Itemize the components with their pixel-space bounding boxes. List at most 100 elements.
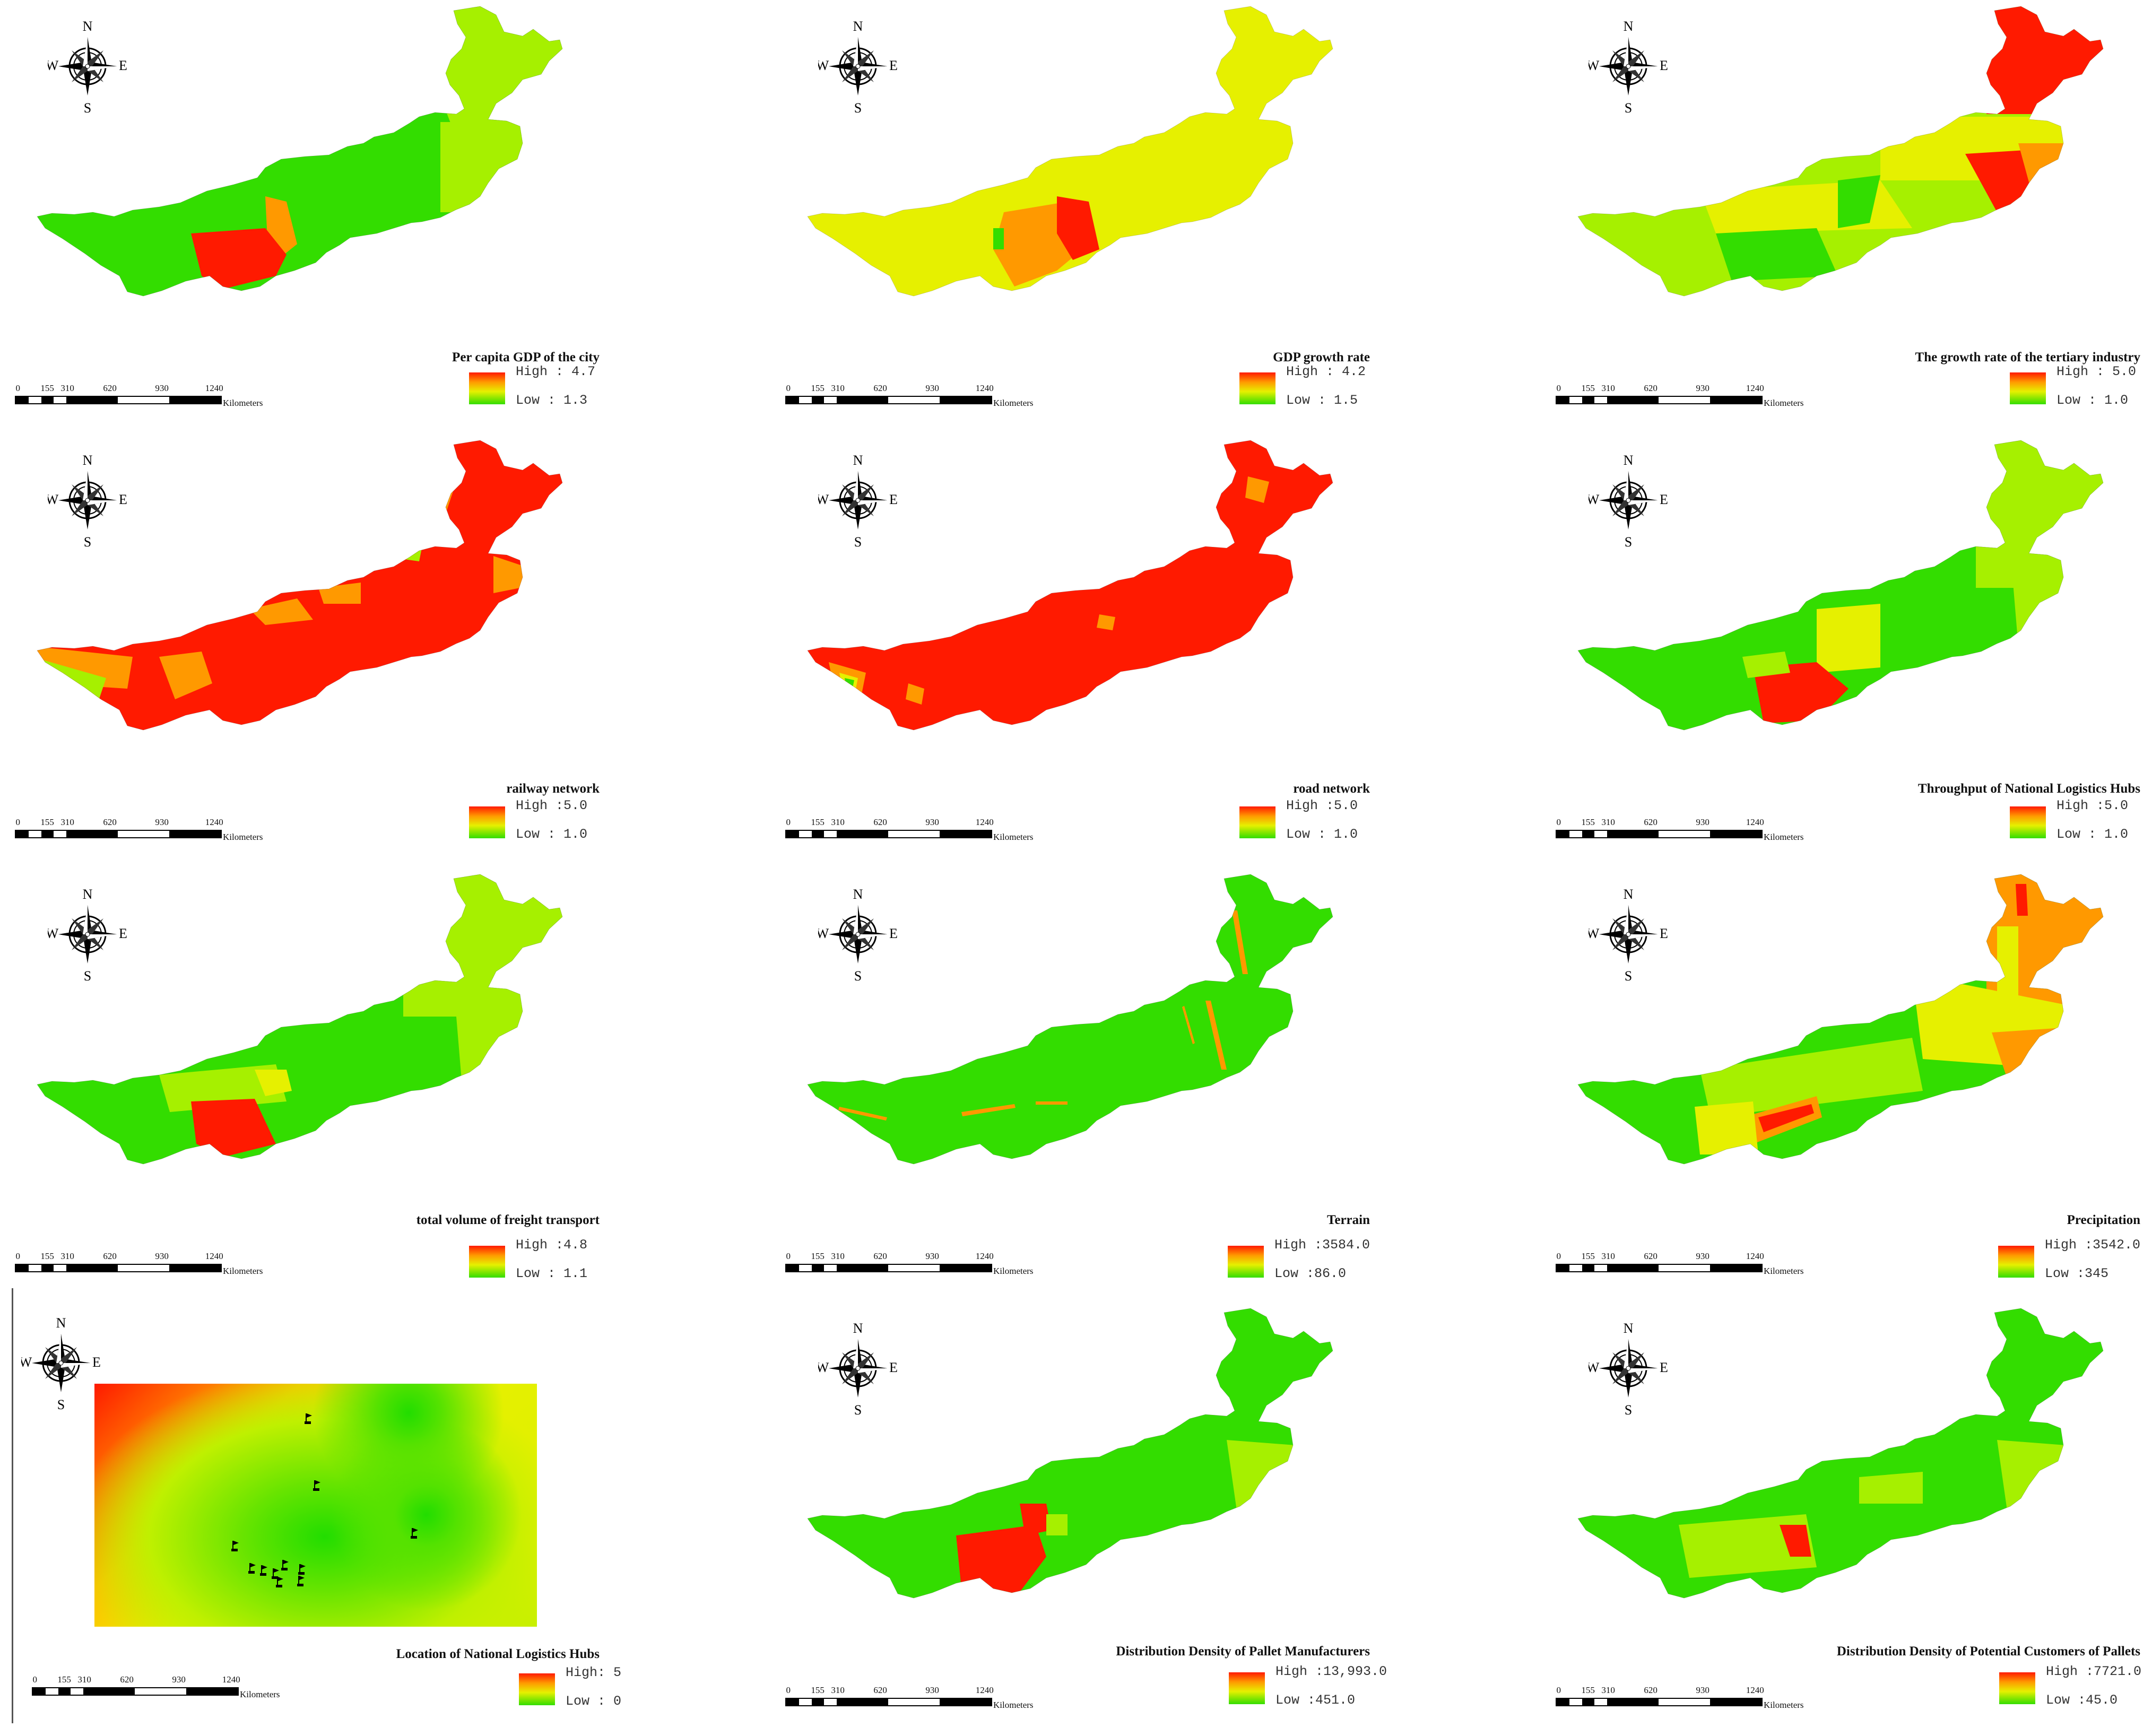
legend-color-ramp	[1999, 1672, 2035, 1704]
scale-tick-label: 310	[1601, 817, 1615, 828]
scale-bar: 0 155 310 620 930 1240 Kilometers	[785, 383, 1029, 415]
scale-tick-label: 930	[172, 1674, 186, 1685]
map-title: road network	[1293, 782, 1370, 796]
map-region	[956, 1525, 1046, 1599]
scale-tick-label: 0	[1556, 1251, 1561, 1262]
hub-flag-icon	[411, 1527, 420, 1539]
scale-tick-label: 620	[1644, 1251, 1658, 1262]
scale-unit: Kilometers	[240, 1689, 280, 1700]
scale-ticks: 0 155 310 620 930 1240	[1556, 817, 1800, 828]
choropleth-map	[0, 434, 584, 742]
legend-low-label: Low : 1.0	[2056, 827, 2128, 842]
legend-low-label: Low : 1.0	[516, 827, 587, 842]
scale-tick-label: 930	[155, 1251, 169, 1262]
legend-high-label: High : 4.2	[1286, 364, 1366, 379]
map-region	[382, 524, 424, 561]
scale-tick-label: 0	[786, 383, 791, 394]
scale-bar-segments	[1556, 1698, 1763, 1706]
scale-tick-label: 0	[1556, 383, 1561, 394]
scale-tick-label: 155	[1581, 1251, 1595, 1262]
scale-bar-segments	[785, 396, 992, 404]
scale-bar: 0 155 310 620 930 1240 Kilometers	[1556, 817, 1800, 849]
legend-color-ramp	[1228, 1246, 1264, 1278]
choropleth-map	[770, 434, 1354, 742]
scale-tick-label: 310	[831, 817, 845, 828]
scale-unit: Kilometers	[993, 1266, 1034, 1277]
scale-bar: 0 155 310 620 930 1240 Kilometers	[785, 1685, 1029, 1717]
choropleth-map	[770, 0, 1354, 308]
legend-color-ramp	[1229, 1672, 1265, 1704]
legend-high-label: High : 5.0	[2056, 364, 2136, 379]
scale-unit: Kilometers	[1764, 1700, 1804, 1711]
scale-bar: 0 155 310 620 930 1240 Kilometers	[15, 383, 259, 415]
scale-tick-label: 620	[873, 383, 887, 394]
scale-tick-label: 155	[40, 817, 54, 828]
map-title: Terrain	[1327, 1213, 1370, 1228]
map-region	[456, 1017, 525, 1080]
scale-tick-label: 1240	[205, 1251, 223, 1262]
map-region	[770, 868, 1354, 1176]
hub-flag-icon	[248, 1562, 258, 1574]
scale-bar: 0 155 310 620 930 1240 Kilometers	[1556, 1685, 1800, 1717]
legend-low-label: Low : 1.0	[1286, 827, 1358, 842]
scale-tick-label: 1240	[222, 1674, 240, 1685]
scale-unit: Kilometers	[1764, 832, 1804, 843]
map-region	[414, 466, 456, 530]
map-region	[1997, 926, 2018, 995]
map-region	[403, 868, 584, 1017]
map-panel-7: N S E Wtotal volume of freight transport Hig…	[0, 868, 717, 1302]
legend-low-label: Low :45.0	[2046, 1692, 2118, 1708]
scale-tick-label: 0	[786, 817, 791, 828]
hub-flag-icon	[297, 1575, 307, 1586]
legend-high-label: High :3584.0	[1274, 1237, 1370, 1253]
scale-tick-label: 930	[1696, 817, 1710, 828]
scale-tick-label: 620	[1644, 1685, 1658, 1696]
legend-color-ramp	[1239, 372, 1275, 404]
choropleth-map	[0, 868, 584, 1176]
scale-tick-label: 1240	[976, 1251, 994, 1262]
scale-bar: 0 155 310 620 930 1240 Kilometers	[1556, 383, 1800, 415]
color-legend: High : 4.7 Low : 1.3	[469, 366, 660, 409]
scale-tick-label: 310	[60, 383, 74, 394]
map-region	[1716, 228, 1838, 281]
scale-tick-label: 0	[786, 1685, 791, 1696]
map-panel-3: N S E W The growth rate of the tertiary indu…	[1541, 0, 2152, 434]
scale-tick-label: 620	[873, 817, 887, 828]
scale-ticks: 0 155 310 620 930 1240	[1556, 383, 1800, 394]
scale-tick-label: 620	[103, 383, 117, 394]
scale-ticks: 0 155 310 620 930 1240	[785, 1685, 1029, 1696]
scale-tick-label: 930	[925, 383, 939, 394]
scale-unit: Kilometers	[993, 832, 1034, 843]
legend-color-ramp	[2010, 372, 2046, 404]
scale-bar: 0 155 310 620 930 1240 Kilometers	[1556, 1251, 1800, 1283]
scale-tick-label: 1240	[1746, 1251, 1764, 1262]
scale-tick-label: 310	[1601, 383, 1615, 394]
map-panel-2: N S E W GDP growth rate High : 4.2 Low : 1.5 0 1…	[770, 0, 1488, 434]
scale-tick-label: 930	[1696, 383, 1710, 394]
map-panel-1: N S E W Per capita GDP of the city High : 4.7…	[0, 0, 717, 434]
map-region	[493, 556, 525, 593]
legend-high-label: High: 5	[566, 1665, 621, 1680]
legend-color-ramp	[2010, 806, 2046, 838]
scale-tick-label: 930	[925, 817, 939, 828]
map-region	[2050, 1038, 2082, 1080]
color-legend: High :3542.0 Low :345	[1998, 1239, 2152, 1282]
scale-tick-label: 310	[831, 1251, 845, 1262]
compass-rose-icon: N S E W	[21, 1313, 101, 1413]
color-legend: High :5.0 Low : 1.0	[2010, 800, 2152, 843]
legend-color-ramp	[469, 372, 505, 404]
scale-tick-label: 310	[1601, 1251, 1615, 1262]
hub-flag-icon	[305, 1412, 314, 1424]
choropleth-map	[0, 0, 584, 308]
scale-tick-label: 155	[811, 1685, 825, 1696]
scale-tick-label: 155	[811, 383, 825, 394]
map-region	[1097, 614, 1115, 630]
scale-tick-label: 620	[1644, 817, 1658, 828]
scale-bar-segments	[1556, 396, 1763, 404]
map-title: Location of National Logistics Hubs	[396, 1647, 600, 1662]
scale-ticks: 0 155 310 620 930 1240	[1556, 1685, 1800, 1696]
scale-bar-segments	[1556, 1264, 1763, 1272]
color-legend: High :5.0 Low : 1.0	[469, 800, 660, 843]
legend-low-label: Low :345	[2045, 1266, 2108, 1281]
scale-ticks: 0 155 310 620 930 1240	[32, 1674, 276, 1685]
